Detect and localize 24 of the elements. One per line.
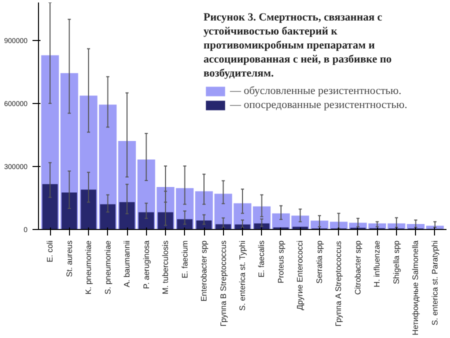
legend-label: — обусловленные резистентностью.	[230, 85, 402, 97]
x-tick-label: S. pneumoniae	[103, 240, 112, 294]
x-tick-label: E. coli	[46, 240, 55, 262]
x-tick-label: Группа A Streptococcus	[334, 240, 344, 326]
x-tick-label: A. baumannii	[122, 240, 132, 288]
x-tick-label: Serratia spp	[314, 240, 324, 284]
x-tick-label: H. influenzae	[372, 240, 382, 288]
x-tick-label: S. enterica st. Typhi	[238, 240, 247, 311]
x-tick-label: E. faecalis	[257, 240, 266, 278]
x-tick-label: S. enterica st. Paratyphi	[430, 240, 440, 326]
x-tick-label: P. aeruginosa	[142, 240, 151, 289]
x-tick-label: E. faecium	[180, 240, 190, 278]
x-tick-label: Другие Enterococci	[296, 240, 305, 310]
legend-label: — опосредованные резистентностью.	[230, 99, 408, 111]
x-tick-label: St. aureus	[64, 240, 74, 277]
text: Рисунок 3. Смертность, связанная с устойчивостью бактерий к противомикробным препаратам и ассоциированная с ней, в разбивке по возбудителям.	[204, 12, 392, 80]
x-tick-label: Shigella spp	[392, 240, 401, 284]
x-tick-label: Нетифоидные Salmonella	[411, 240, 420, 336]
x-tick-label: Группа B Streptococcus	[218, 240, 228, 326]
x-tick-label: Proteus spp	[276, 240, 286, 284]
x-tick-label: M. tuberculosis	[161, 240, 170, 294]
x-tick-label: Enterobacter spp	[200, 240, 209, 302]
x-tick-label: K. pneumoniae	[84, 240, 94, 294]
x-tick-label: Citrobacter spp	[353, 240, 362, 295]
